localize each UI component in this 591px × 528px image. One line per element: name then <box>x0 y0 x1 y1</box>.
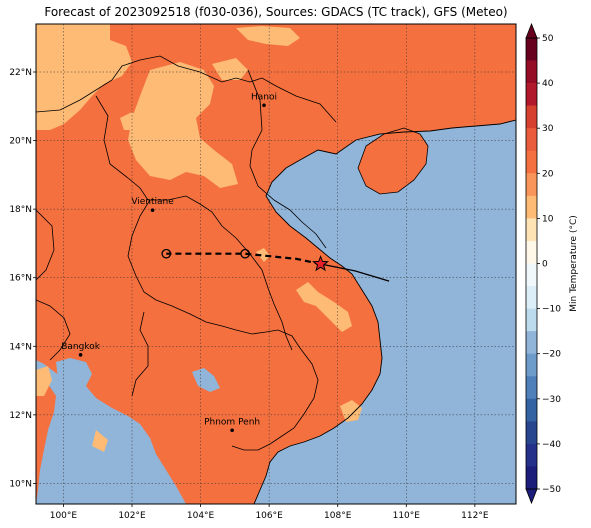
colorbar-bin <box>526 195 537 219</box>
tick-label-lat: 20°N <box>9 137 32 147</box>
colorbar-bin <box>526 443 537 467</box>
cool-zone-north <box>36 24 132 130</box>
colorbar-bin <box>526 466 537 490</box>
colorbar-tick-label: 20 <box>542 169 554 179</box>
city-label: Bangkok <box>61 342 101 352</box>
forecast-position-marker <box>161 248 172 259</box>
colorbar-tick-label: −50 <box>542 485 561 495</box>
colorbar-bin <box>526 353 537 377</box>
gulf-of-thailand <box>56 358 186 504</box>
cool-zone-small-1 <box>120 112 142 130</box>
colorbar-extend-min <box>525 488 538 505</box>
colorbar-tick-label: 10 <box>542 214 554 224</box>
colorbar-bin <box>526 308 537 332</box>
colorbar-bin <box>526 173 537 197</box>
cool-zone-laos-north <box>128 62 238 188</box>
colorbar-bin <box>526 60 537 84</box>
colorbar-bin <box>526 263 537 287</box>
tick-label-lat: 12°N <box>9 411 32 421</box>
cool-zone-west <box>36 366 52 396</box>
city-dot <box>230 428 234 433</box>
tick-label-lat: 10°N <box>9 479 32 489</box>
cool-zone-sw <box>92 430 108 452</box>
storm-forecast-track <box>166 252 321 266</box>
cool-zone-annamite <box>296 282 352 332</box>
cool-zone-north-strip <box>236 26 300 46</box>
colorbar-tick-label: 30 <box>542 124 554 134</box>
colorbar-bin <box>526 421 537 445</box>
storm-position-star-icon <box>312 255 330 272</box>
colorbar-bin <box>526 376 537 400</box>
city-dot <box>150 208 155 212</box>
tick-label-lon: 106°E <box>255 511 283 521</box>
hainan-island <box>357 127 429 195</box>
colorbar-bin <box>526 128 537 152</box>
map-title: Forecast of 2023092518 (f030-036), Sourc… <box>44 5 508 19</box>
map-area: Hanoi Vientiane Bangkok Phnom Penh <box>36 24 516 504</box>
colorbar-extend-max <box>525 22 538 39</box>
colorbar-bin <box>526 240 537 264</box>
cool-zone-yunnan <box>212 58 248 80</box>
colorbar-bin <box>526 105 537 129</box>
land-peninsula <box>36 378 56 504</box>
cool-zone-small-2 <box>256 248 270 262</box>
tick-label-lon: 104°E <box>187 511 215 521</box>
tick-label-lat: 16°N <box>9 274 32 284</box>
colorbar: 50 40 30 20 10 0 −10 −20 −30 −40 −50 Min Temperatur… <box>525 22 579 505</box>
storm-past-track <box>320 263 390 282</box>
cities-layer: Hanoi Vientiane Bangkok Phnom Penh <box>61 92 277 433</box>
tonle-sap-lake <box>192 368 220 392</box>
tick-label-lon: 108°E <box>324 511 352 521</box>
tick-label-lat: 18°N <box>9 205 32 215</box>
colorbar-bin <box>526 331 537 354</box>
coastline <box>253 119 516 504</box>
colorbar-label: Min Temperature (°C) <box>569 215 579 312</box>
colorbar-bin <box>526 218 537 242</box>
gridlines <box>36 24 516 504</box>
colorbar-bin <box>526 286 537 309</box>
colorbar-tick-label: 0 <box>542 260 548 270</box>
colorbar-bin <box>526 150 537 174</box>
cool-zone-highlands <box>340 400 362 422</box>
tick-label-lat: 22°N <box>9 68 32 78</box>
forecast-position-marker <box>240 248 250 259</box>
city-label: Hanoi <box>251 92 277 102</box>
map-frame <box>35 23 517 505</box>
city-label: Vientiane <box>131 197 174 207</box>
colorbar-bin <box>526 38 537 61</box>
colorbar-bin <box>526 398 537 422</box>
country-borders <box>36 55 337 451</box>
city-dot <box>78 353 83 357</box>
city-dot <box>262 103 266 108</box>
colorbar-tick-label: −40 <box>542 440 561 450</box>
longitude-ticks: 100°E 102°E 104°E 106°E 108°E 110°E 112°E <box>50 504 489 521</box>
tick-label-lon: 100°E <box>50 511 78 521</box>
storm-track-layer <box>161 248 390 282</box>
city-label: Phnom Penh <box>204 417 260 427</box>
colorbar-tick-label: −30 <box>542 395 561 405</box>
tick-label-lat: 14°N <box>9 342 32 352</box>
colorbar-tick-label: −10 <box>542 305 561 315</box>
colorbar-tick-label: −20 <box>542 350 561 360</box>
tick-label-lon: 102°E <box>118 511 146 521</box>
colorbar-tick-label: 50 <box>542 34 554 44</box>
tick-label-lon: 110°E <box>393 511 421 521</box>
latitude-ticks: 10°N 12°N 14°N 16°N 18°N 20°N 22°N <box>9 68 36 489</box>
colorbar-bin <box>526 83 537 106</box>
tick-label-lon: 112°E <box>461 511 489 521</box>
colorbar-tick-label: 40 <box>542 79 554 89</box>
